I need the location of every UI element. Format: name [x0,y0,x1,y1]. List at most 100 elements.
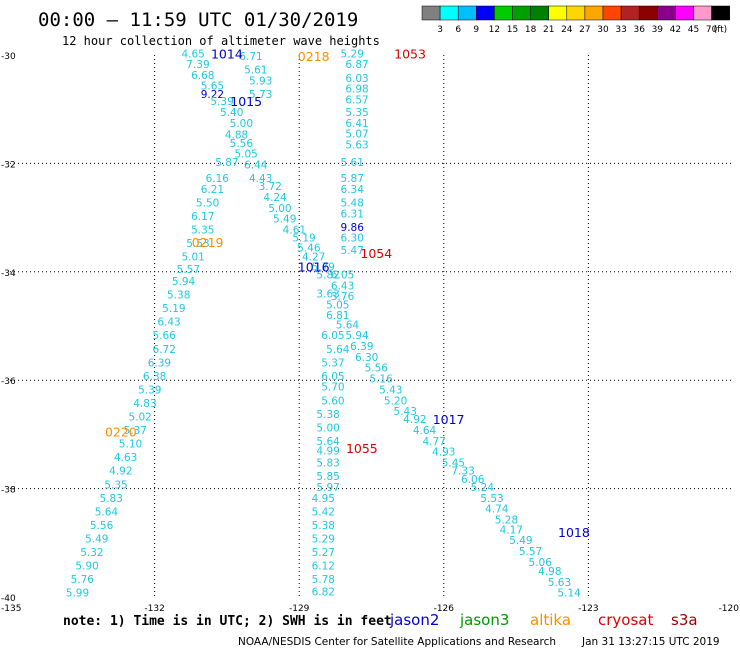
swh-value: 4.63 [114,452,137,464]
swh-value: 5.46 [297,242,321,254]
footer-generated: Jan 31 13:27:15 UTC 2019 [581,636,720,648]
swh-value: 6.05 [321,330,344,342]
swh-value: 5.00 [316,422,339,434]
swh-value: 5.00 [230,118,253,130]
legend-tick-label: 6 [455,25,461,35]
swh-value: 5.38 [316,409,339,421]
swh-value: 5.32 [80,547,103,559]
legend-swatch [512,5,531,21]
swh-value: 5.99 [66,588,89,600]
swh-value: 6.81 [326,310,349,322]
swh-value: 5.35 [345,107,368,119]
swh-value: 5.57 [519,546,542,558]
swh-value: 6.57 [345,94,368,106]
swh-value: 5.61 [341,157,364,169]
swh-value: 6.30 [355,352,378,364]
swh-value: 4.64 [413,425,437,437]
swh-value: 5.49 [509,535,532,547]
swh-value: 5.64 [336,319,360,331]
swh-value: 4.65 [181,48,204,60]
legend-swatch [620,5,640,21]
swh-value: 5.02 [128,412,151,424]
swh-value: 5.27 [312,547,335,559]
longitude-label: -120 [719,604,740,614]
latitude-label: -32 [1,160,16,170]
swh-value: 5.47 [341,245,364,257]
pass-label: 1016 [298,259,330,274]
legend-tick-label: 45 [688,25,699,35]
lat-lon-grid [10,55,733,597]
longitude-label: -129 [289,604,310,614]
swh-value: 5.56 [230,138,254,150]
pass-label: 0220 [105,425,137,440]
swh-value: 6.31 [341,208,364,220]
swh-value: 5.60 [321,395,344,407]
swh-value: 5.37 [321,357,344,369]
legend-swatch [602,5,622,21]
swh-value: 4.98 [538,566,561,578]
swh-value: 7.39 [186,59,209,71]
swh-value: 6.38 [143,371,166,383]
swh-value: 5.65 [201,80,224,92]
satellite-name: jason2 [389,611,439,629]
page-title: 00:00 – 11:59 UTC 01/30/2019 [38,9,358,31]
swh-value: 9.22 [201,89,224,101]
legend-swatch [494,5,513,21]
swh-value: 5.42 [312,506,335,518]
swh-value: 6.71 [239,51,262,63]
swh-value: 6.82 [312,587,335,599]
swh-value: 5.40 [220,107,243,119]
swh-value: 5.53 [480,493,503,505]
legend-swatch [675,5,694,21]
legend-swatch [693,5,712,21]
swh-value: 6.68 [191,70,214,82]
swh-value: 4.92 [403,414,426,426]
swh-value: 6.05 [321,371,344,383]
longitude-label: -126 [434,604,455,614]
swh-value: 7.33 [451,466,474,478]
swh-value: 5.37 [124,425,147,437]
satellite-name: s3a [671,611,698,629]
swh-value: 4.88 [225,130,248,142]
longitude-label: -135 [1,604,21,614]
latitude-label: -40 [1,594,16,604]
swh-value: 5.48 [341,197,364,209]
swh-value: 5.85 [316,471,339,483]
swh-value: 6.43 [331,280,354,292]
swh-value: 5.57 [177,264,200,276]
swh-value: 5.05 [326,299,349,311]
pass-label: 1054 [360,246,392,261]
latitude-label: -36 [1,377,16,387]
swh-value: 5.78 [312,574,335,586]
legend-tick-label: 36 [633,25,645,35]
swh-value: 5.28 [495,514,518,526]
swh-value: 5.05 [234,149,257,161]
pass-label: 1014 [211,46,243,61]
legend-swatch [476,5,495,21]
legend-tick-label: 42 [670,25,681,35]
legend-tick-label: 24 [561,25,573,35]
swh-value: 6.87 [345,59,368,71]
swh-value: 4.17 [500,524,523,536]
legend-swatch [638,5,658,21]
swh-value: 5.06 [529,557,553,569]
swh-value: 5.24 [471,482,495,494]
page-subtitle: 12 hour collection of altimeter wave hei… [62,34,380,48]
swh-value: 4.27 [302,252,325,264]
swh-value: 4.93 [432,447,455,459]
legend-tick-label: 3 [437,25,443,35]
pass-label: 0218 [298,49,330,64]
satellite-legend: jason2 jason3 altika cryosat s3a [389,611,698,629]
swh-value: 5.07 [345,129,368,141]
swh-value: 3.72 [259,181,282,193]
swh-value: 5.43 [379,384,402,396]
legend-swatch [657,5,676,21]
swh-value: 4.83 [133,398,156,410]
swh-value: 5.38 [312,520,335,532]
swh-value: 5.16 [369,374,393,386]
swh-value: 5.53 [186,238,209,250]
swh-value: 6.03 [345,73,368,85]
swh-value: 5.93 [249,75,272,87]
legend-tick-label: 15 [507,25,518,35]
longitude-label: -132 [144,604,164,614]
